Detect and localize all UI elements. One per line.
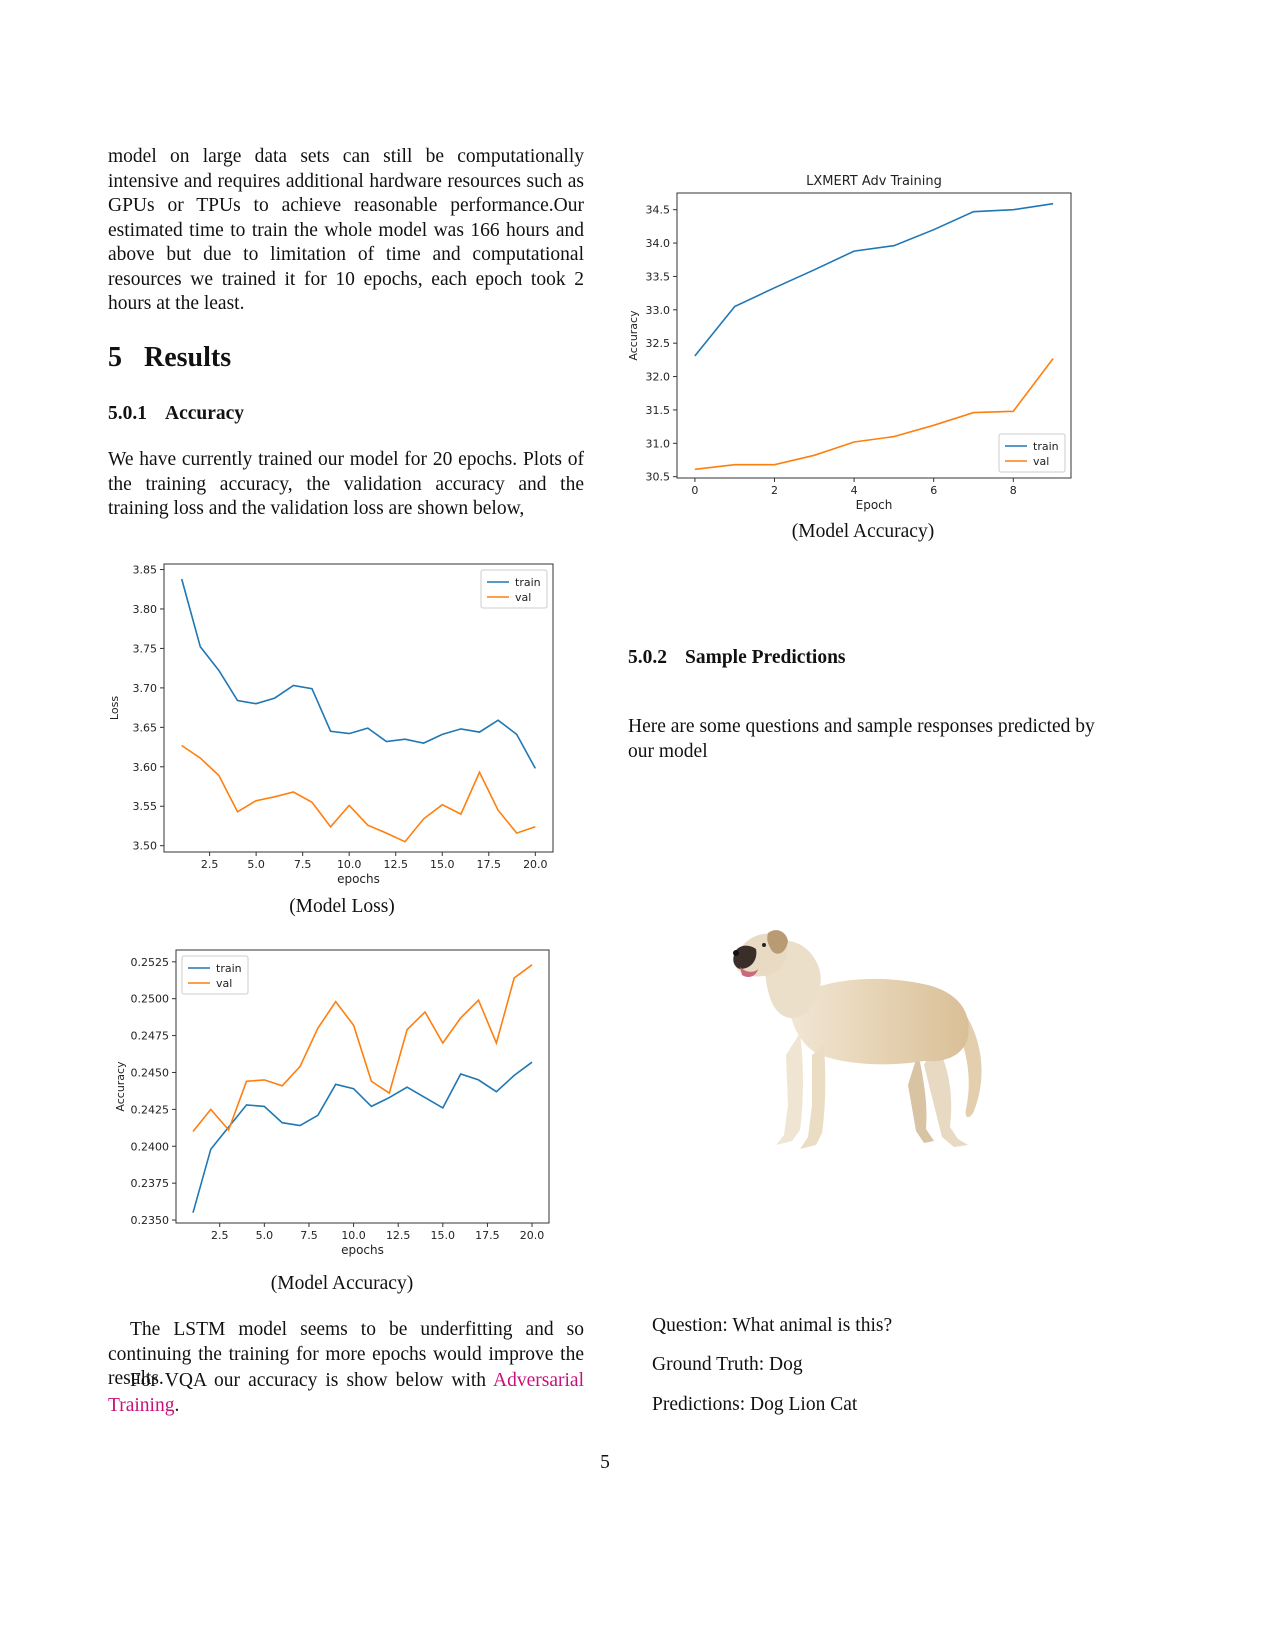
x-tick-label: 20.0 [520,1229,545,1242]
series-line-val [192,964,533,1133]
subsection-title-2: Sample Predictions [685,647,846,668]
y-tick-label: 33.0 [646,304,671,317]
y-axis-label: Accuracy [627,310,640,361]
x-tick-label: 2.5 [201,858,219,871]
plot-frame [163,563,554,853]
y-tick-label: 0.2400 [131,1140,170,1153]
chart-title: LXMERT Adv Training [806,174,942,189]
y-tick-label: 3.80 [133,603,158,616]
x-tick-label: 17.5 [475,1229,500,1242]
y-tick-label: 33.5 [646,270,671,283]
y-tick-label: 3.60 [133,761,158,774]
y-tick-label: 3.50 [133,840,158,853]
x-tick-label: 15.0 [430,858,455,871]
loss-chart: 2.5 5.0 7.5 10.0 12.5 15.0 17.5 20.0 3.50 3.55 3.6… [108,563,554,886]
x-tick-label: 10.0 [337,858,362,871]
x-tick-label: 17.5 [477,858,502,871]
dog-image [733,930,982,1149]
legend-label-train: train [216,962,242,975]
x-tick-label: 15.0 [431,1229,456,1242]
vqa-paragraph: For VQA our accuracy is show below with … [108,1369,584,1418]
series-line-train [180,578,537,769]
x-axis-label: Epoch [856,498,893,512]
x-tick-label: 10.0 [341,1229,366,1242]
y-axis-label: Accuracy [114,1061,127,1112]
y-tick-label: 31.5 [646,404,671,417]
predictions-paragraph: Here are some questions and sample respo… [628,716,1095,762]
page-number: 5 [600,1452,610,1473]
x-tick-label: 5.0 [256,1229,274,1242]
subsection-number-2: 5.0.2 [628,647,667,668]
series-line-val [181,744,536,843]
y-tick-label: 3.65 [133,721,158,734]
x-tick-label: 4 [851,484,858,497]
section-title: Results [144,342,232,373]
y-tick-label: 0.2475 [131,1030,170,1043]
y-tick-label: 0.2525 [131,956,170,969]
x-axis-label: epochs [337,872,380,886]
y-tick-label: 0.2375 [131,1177,170,1190]
x-tick-label: 6 [930,484,937,497]
loss-caption: (Model Loss) [289,896,395,917]
x-tick-label: 12.5 [386,1229,411,1242]
legend-label-train: train [515,576,541,589]
series-line-val [694,358,1054,471]
y-tick-label: 31.0 [646,437,671,450]
x-tick-label: 2 [771,484,778,497]
accuracy-paragraph: We have currently trained our model for … [108,449,584,519]
y-tick-label: 34.5 [646,204,671,217]
lxmert-chart: LXMERT Adv Training 0 2 4 6 8 30.5 31.0 31.5 32.0… [627,174,1072,512]
accuracy-chart: 2.5 5.0 7.5 10.0 12.5 15.0 17.5 20.0 0.2350 0.237… [114,949,550,1257]
x-tick-label: 7.5 [300,1229,318,1242]
series-line-train [694,202,1054,357]
x-tick-label: 5.0 [247,858,265,871]
x-tick-label: 20.0 [523,858,548,871]
x-tick-label: 0 [691,484,698,497]
x-tick-label: 7.5 [294,858,312,871]
question-text: Question: What animal is this? [652,1315,893,1336]
y-tick-label: 3.70 [133,682,158,695]
y-tick-label: 3.85 [133,564,158,577]
predictions-text: Predictions: Dog Lion Cat [652,1394,858,1415]
y-tick-label: 32.0 [646,371,671,384]
section-number: 5 [108,342,122,373]
y-tick-label: 32.5 [646,337,671,350]
legend-label-val: val [1033,455,1049,468]
legend-label-train: train [1033,440,1059,453]
vqa-text: For VQA our accuracy is show below with [130,1370,494,1391]
adversarial-training-link[interactable]: Adversarial Training [108,1370,584,1416]
plot-frame [175,949,550,1224]
chart-legend [998,433,1066,473]
subsection-accuracy-heading: 5.0.1 Accuracy [108,403,244,425]
intro-paragraph: model on large data sets can still be co… [108,146,584,314]
chart-legend [181,955,249,995]
legend-label-val: val [216,977,232,990]
y-axis-label: Loss [108,696,121,720]
y-tick-label: 0.2350 [131,1214,170,1227]
y-tick-label: 0.2500 [131,993,170,1006]
vqa-text-end: . [174,1394,180,1416]
y-tick-label: 0.2450 [131,1066,170,1079]
ground-truth-text: Ground Truth: Dog [652,1354,803,1375]
series-line-train [192,1061,533,1213]
chart-legend [480,569,548,609]
y-tick-label: 30.5 [646,471,671,484]
x-tick-label: 8 [1010,484,1017,497]
lstm-paragraph: The LSTM model seems to be underfitting … [108,1319,584,1389]
x-tick-label: 2.5 [211,1229,229,1242]
subsection-predictions-heading: 5.0.2 Sample Predictions [628,647,846,669]
section-heading: 5 Results [108,342,231,374]
y-tick-label: 3.55 [133,800,158,813]
plot-frame [676,192,1072,479]
x-axis-label: epochs [341,1243,384,1257]
y-tick-label: 34.0 [646,237,671,250]
accuracy-caption: (Model Accuracy) [270,1273,414,1294]
legend-label-val: val [515,591,531,604]
y-tick-label: 3.75 [133,642,158,655]
lxmert-caption: (Model Accuracy) [791,521,935,542]
subsection-title: Accuracy [165,403,245,424]
subsection-number: 5.0.1 [108,403,147,424]
x-tick-label: 12.5 [383,858,408,871]
y-tick-label: 0.2425 [131,1103,170,1116]
